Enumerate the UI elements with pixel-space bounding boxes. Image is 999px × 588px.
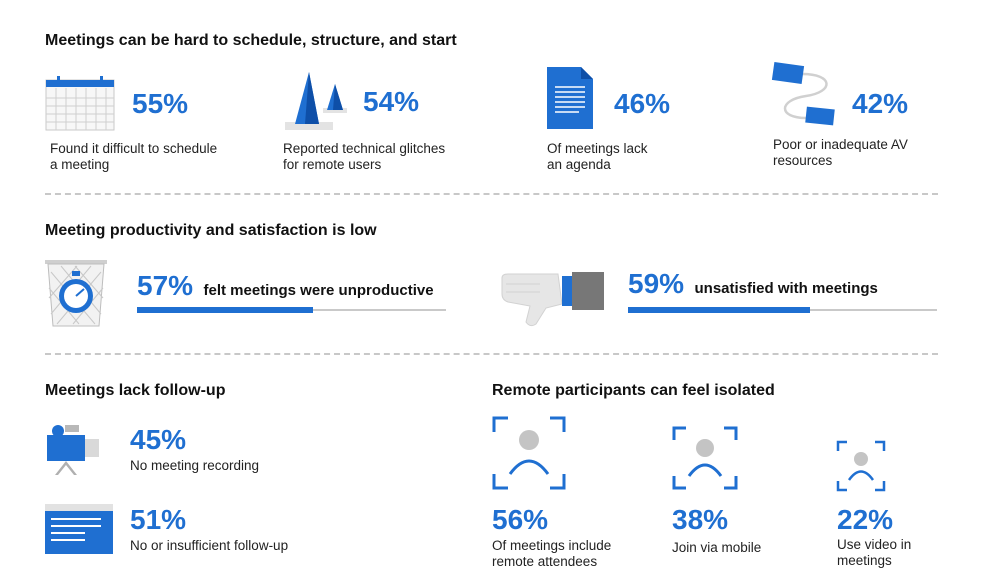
glitches-description: Reported technical glitches for remote u…: [283, 141, 445, 173]
section3-heading: Meetings lack follow-up: [45, 382, 226, 399]
schedule-description-line1: Found it difficult to schedule: [50, 141, 218, 156]
video-percent: 22%: [837, 504, 894, 535]
schedule-description: Found it difficult to schedule a meeting: [50, 141, 217, 173]
calendar-icon: [45, 76, 115, 132]
section-divider-1: [45, 193, 938, 195]
glitches-percent: 54%: [363, 86, 420, 117]
av-description-line1: Poor or inadequate AV: [773, 137, 908, 152]
person-frame-icon: [672, 426, 738, 490]
thumbs-down-icon: [500, 268, 606, 328]
schedule-description-line2: a meeting: [50, 157, 110, 172]
unsatisfied-bar: [628, 307, 937, 313]
video-line1: Use video in: [837, 537, 912, 552]
document-icon: [547, 67, 595, 129]
browser-window-icon: [45, 504, 113, 554]
glitches-description-line1: Reported technical glitches: [283, 141, 446, 156]
section1-heading: Meetings can be hard to schedule, struct…: [45, 32, 457, 49]
unsatisfied-stat: 59% unsatisfied with meetings: [628, 270, 878, 298]
person-frame-icon: [836, 440, 886, 492]
recording-percent: 45%: [130, 424, 187, 455]
section-divider-2: [45, 353, 938, 355]
section4-heading: Remote participants can feel isolated: [492, 382, 775, 399]
video-description: Use video in meetings: [837, 537, 911, 569]
remote-attendees-line2: remote attendees: [492, 554, 598, 569]
remote-attendees-percent: 56%: [492, 504, 549, 535]
agenda-description-line2: an agenda: [547, 157, 611, 172]
unproductive-label: felt meetings were unproductive: [203, 282, 434, 299]
unproductive-bar: [137, 307, 446, 313]
mobile-description: Join via mobile: [672, 540, 761, 556]
section2-heading: Meeting productivity and satisfaction is…: [45, 222, 377, 239]
person-frame-icon: [492, 416, 566, 490]
followup-label: No or insufficient follow-up: [130, 538, 289, 553]
mobile-percent: 38%: [672, 504, 729, 535]
unproductive-bar-fill: [137, 307, 314, 313]
av-percent: 42%: [852, 88, 909, 119]
traffic-cones-icon: [283, 70, 349, 132]
followup-percent: 51%: [130, 504, 187, 535]
video-camera-icon: [45, 423, 101, 475]
av-cable-icon: [771, 61, 838, 128]
mobile-line1: Join via mobile: [672, 540, 762, 555]
av-description-line2: resources: [773, 153, 833, 168]
stopwatch-in-trash-icon: [45, 258, 107, 328]
recording-label: No meeting recording: [130, 458, 260, 473]
remote-attendees-line1: Of meetings include: [492, 538, 612, 553]
agenda-description-line1: Of meetings lack: [547, 141, 648, 156]
unproductive-percent: 57%: [137, 270, 194, 301]
agenda-percent: 46%: [614, 88, 671, 119]
glitches-description-line2: for remote users: [283, 157, 382, 172]
unsatisfied-bar-fill: [628, 307, 811, 313]
schedule-percent: 55%: [132, 88, 189, 119]
unsatisfied-percent: 59%: [628, 268, 685, 299]
remote-attendees-description: Of meetings include remote attendees: [492, 538, 611, 570]
unsatisfied-label: unsatisfied with meetings: [694, 280, 878, 297]
av-description: Poor or inadequate AV resources: [773, 137, 908, 169]
agenda-description: Of meetings lack an agenda: [547, 141, 648, 173]
video-line2: meetings: [837, 553, 892, 568]
unproductive-stat: 57% felt meetings were unproductive: [137, 272, 434, 300]
